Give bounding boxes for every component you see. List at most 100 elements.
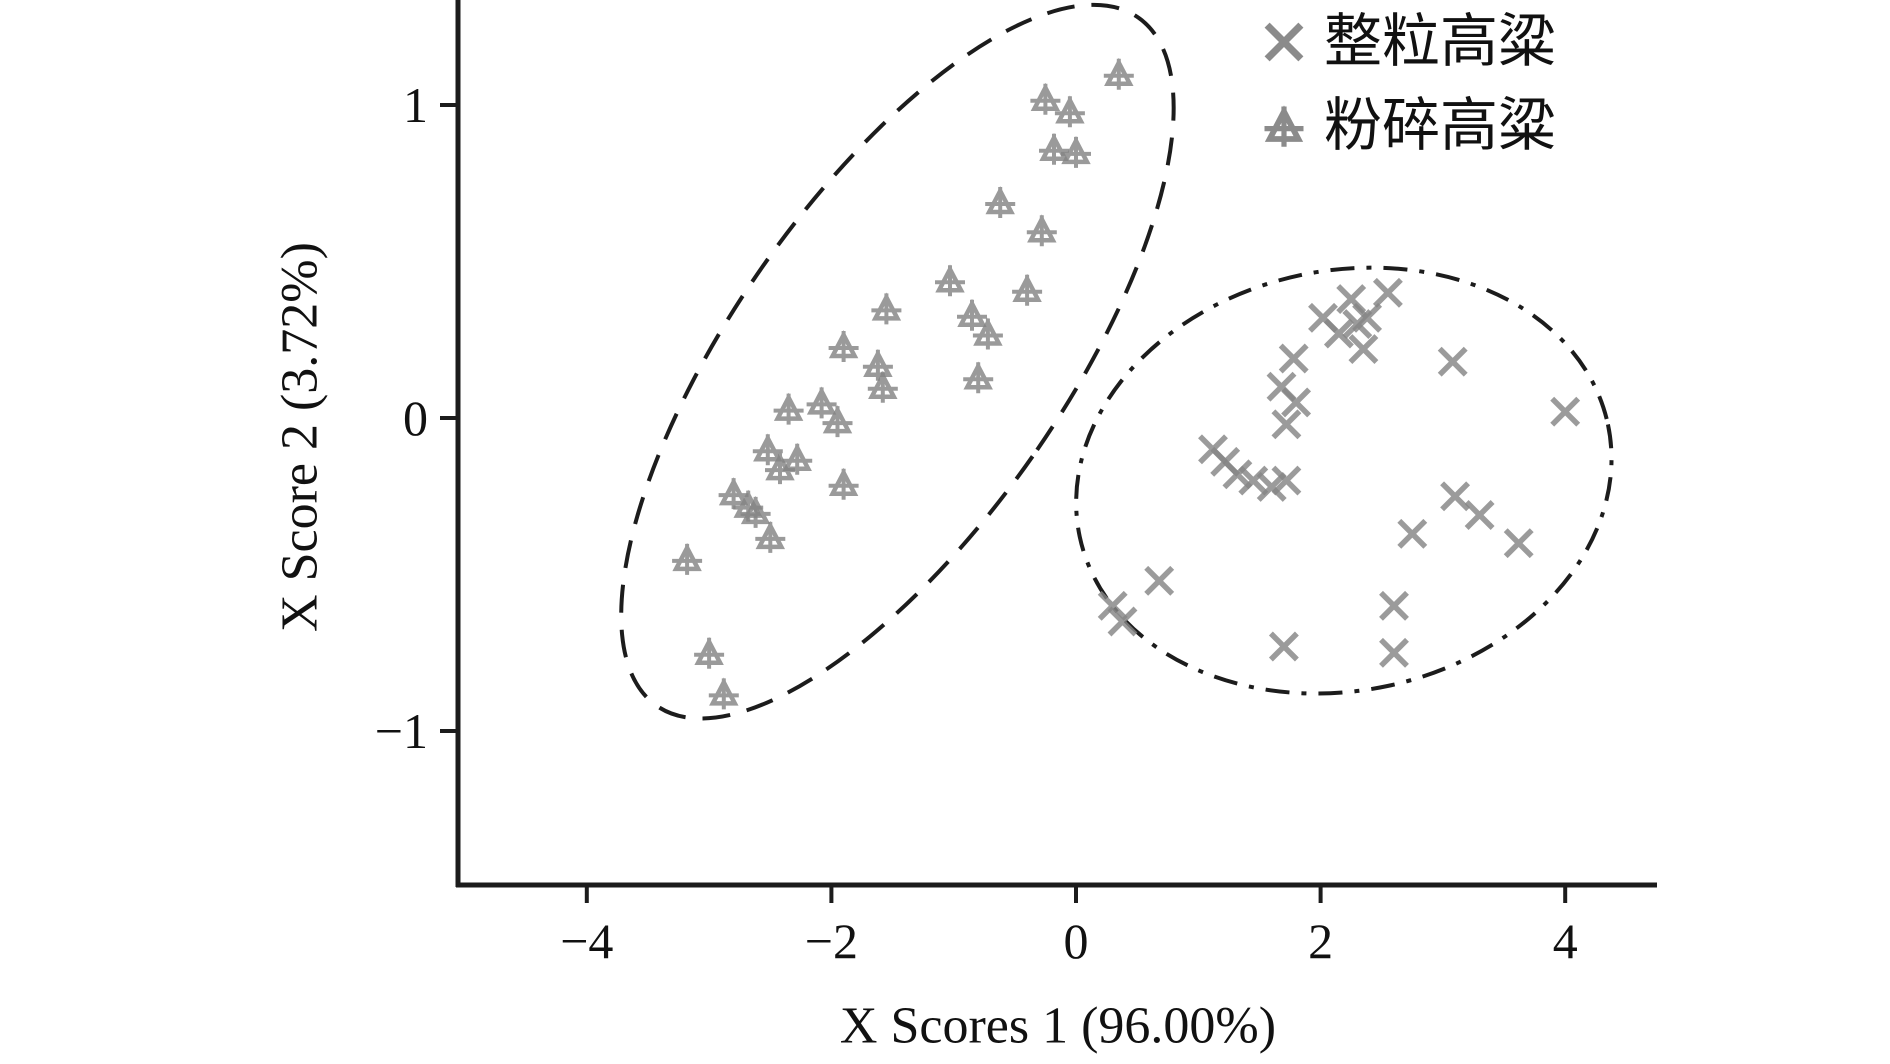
cluster-ellipse [1074, 265, 1614, 696]
x-marker-shape [1440, 481, 1471, 512]
triangle-marker-shape [1030, 82, 1061, 111]
triangle-marker-shape [963, 361, 993, 390]
triangle-marker-shape [694, 636, 724, 666]
y-tick-label: 1 [403, 77, 428, 133]
triangle-marker-shape [806, 386, 837, 415]
triangle-marker-shape [1264, 105, 1304, 142]
scatter-point-whole [1281, 387, 1312, 418]
triangle-marker-shape [957, 298, 987, 327]
triangle-marker-shape [765, 452, 795, 481]
triangle-marker-shape [1039, 132, 1069, 162]
x-marker-shape [1238, 465, 1269, 496]
scatter-point-whole [1397, 518, 1428, 549]
triangle-marker-shape [1104, 57, 1134, 86]
triangle-marker-shape [985, 186, 1015, 215]
x-legend-glyph [1264, 22, 1304, 62]
x-marker-shape [1550, 396, 1581, 427]
x-marker-shape [1397, 518, 1428, 549]
x-marker-shape [1379, 637, 1409, 668]
legend-label-crushed-grain: 粉碎高粱 [1324, 93, 1557, 158]
scatter-point-whole [1379, 590, 1409, 621]
tick-labels: −4 −2 0 2 4 1 0 −1 [375, 77, 1578, 969]
triangle-marker-shape [1061, 136, 1091, 165]
scatter-point-crushed [871, 292, 902, 325]
scatter-point-whole [1440, 481, 1471, 512]
scatter-point-crushed [1012, 273, 1043, 306]
scatter-point-crushed [828, 467, 859, 500]
y-axis-title: X Score 2 (3.72%) [271, 242, 329, 632]
triangle-marker-shape [871, 292, 902, 321]
triangle-marker-icon [1258, 100, 1310, 152]
triangle-marker-shape [1055, 95, 1085, 124]
scatter-point-whole [1238, 465, 1269, 496]
triangle-marker-shape [1012, 273, 1042, 302]
scatter-point-whole [1503, 528, 1534, 559]
scatter-point-crushed [773, 392, 804, 425]
scatter-point-crushed [963, 361, 994, 394]
y-tick-label: −1 [375, 703, 428, 759]
scatter-point-crushed [740, 496, 771, 528]
scatter-point-crushed [985, 186, 1016, 218]
data-points [672, 57, 1581, 710]
scatter-point-whole [1437, 346, 1468, 377]
x-tick-label: 4 [1553, 913, 1578, 969]
triangle-marker-shape [753, 433, 783, 462]
legend-item-crushed-grain: 粉碎高粱 [1258, 84, 1556, 168]
scatter-point-crushed [862, 348, 893, 381]
scatter-point-whole [1222, 459, 1253, 490]
scatter-point-whole [1271, 409, 1302, 440]
scatter-point-whole [1372, 277, 1403, 308]
scatter-point-crushed [957, 298, 987, 331]
x-tick-label: −4 [560, 913, 613, 969]
scatter-point-whole [1342, 309, 1373, 340]
scatter-point-whole [1550, 396, 1581, 427]
x-marker-shape [1503, 528, 1534, 559]
triangle-marker-shape [935, 264, 965, 293]
triangle-marker-shape [973, 317, 1003, 346]
scatter-point-crushed [1030, 82, 1061, 115]
y-tick-label: 0 [403, 390, 428, 446]
scatter-point-crushed [806, 386, 837, 419]
scatter-point-crushed [1061, 136, 1091, 168]
x-marker-shape [1372, 277, 1403, 308]
x-marker-shape [1264, 22, 1304, 62]
scatter-point-crushed [694, 636, 725, 669]
x-marker-shape [1278, 343, 1309, 374]
scatter-point-crushed [935, 264, 965, 297]
legend-item-whole-grain: 整粒高粱 [1258, 0, 1556, 84]
scatter-point-whole [1144, 565, 1175, 596]
triangle-marker-shape [1027, 214, 1057, 243]
cluster-ellipse [619, 2, 1176, 721]
triangle-marker-shape [782, 442, 812, 471]
scatter-point-crushed [782, 442, 813, 475]
triangle-marker-shape [828, 330, 859, 359]
x-axis-title: X Scores 1 (96.00%) [839, 997, 1277, 1055]
triangle-marker-shape [773, 392, 804, 421]
x-marker-shape [1323, 318, 1354, 349]
x-marker-shape [1268, 631, 1299, 662]
legend-label-whole-grain: 整粒高粱 [1324, 9, 1557, 74]
x-marker-shape [1271, 465, 1302, 496]
triangle-marker-shape [755, 521, 786, 550]
scatter-point-crushed [1026, 214, 1057, 247]
triangle-marker-shape [868, 370, 898, 399]
x-marker-shape [1144, 565, 1175, 596]
scatter-point-whole [1379, 637, 1409, 668]
x-tick-label: 2 [1308, 913, 1333, 969]
scatter-point-crushed [765, 452, 795, 485]
x-marker-shape [1281, 387, 1312, 418]
x-marker-shape [1107, 606, 1138, 637]
scatter-point-crushed [752, 433, 783, 466]
scatter-point-whole [1268, 631, 1299, 662]
scatter-point-crushed [672, 543, 703, 575]
triangle-marker-shape [709, 677, 739, 706]
scatter-point-crushed [1103, 57, 1134, 90]
x-tick-label: −2 [805, 913, 858, 969]
scatter-point-whole [1271, 465, 1302, 496]
triangle-marker-shape [828, 467, 859, 496]
scatter-point-crushed [828, 330, 859, 362]
x-marker-shape [1222, 459, 1253, 490]
x-marker-shape [1464, 500, 1495, 530]
